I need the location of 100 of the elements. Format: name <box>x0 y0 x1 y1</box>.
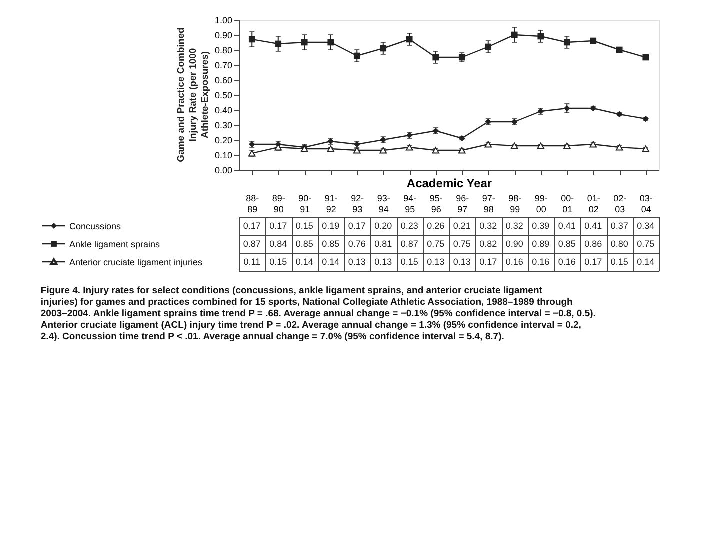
point <box>380 147 388 154</box>
point <box>538 33 544 40</box>
y-tick-label: 0.80 <box>214 46 232 56</box>
x-tick-label: 99-00 <box>534 194 548 214</box>
data-label: 0.13 <box>374 257 392 267</box>
y-tick-label: 0.00 <box>214 166 232 176</box>
data-label: 0.17 <box>270 221 288 231</box>
point <box>564 39 570 46</box>
data-label: 0.87 <box>243 239 261 249</box>
data-label: 0.16 <box>506 257 524 267</box>
data-label: 0.34 <box>637 221 655 231</box>
y-tick-label: 0.70 <box>214 60 232 70</box>
x-tick-label: 01-02 <box>587 194 600 214</box>
point <box>642 146 650 152</box>
data-label: 0.41 <box>584 221 602 231</box>
data-label: 0.80 <box>610 239 628 249</box>
point <box>301 39 308 46</box>
point <box>511 32 518 38</box>
point <box>642 54 650 61</box>
x-tick-label: 92-93 <box>351 194 364 214</box>
y-tick-label: 1.00 <box>214 16 232 26</box>
point <box>458 147 466 154</box>
data-label: 0.15 <box>296 221 314 231</box>
x-axis-title: Academic Year <box>406 176 492 190</box>
point <box>406 36 413 43</box>
y-tick-label: 0.10 <box>214 150 232 160</box>
point <box>328 39 334 46</box>
point <box>353 147 361 154</box>
x-tick-label: 89-90 <box>272 194 286 214</box>
x-tick-label: 88-89 <box>246 194 260 214</box>
data-label: 0.15 <box>270 257 288 267</box>
x-tick-label: 03-04 <box>640 194 653 214</box>
data-label: 0.81 <box>374 239 392 249</box>
data-label: 0.16 <box>558 257 576 267</box>
data-label: 0.15 <box>400 257 418 267</box>
data-label: 0.90 <box>506 239 524 249</box>
data-label: 0.84 <box>270 239 288 249</box>
x-tick-label: 91-92 <box>324 194 338 214</box>
point <box>275 40 282 48</box>
point <box>248 36 256 43</box>
data-label: 0.15 <box>610 257 628 267</box>
point <box>484 141 492 148</box>
data-label: 0.89 <box>532 239 550 249</box>
legend-label: Concussions <box>70 222 122 232</box>
point <box>537 142 545 150</box>
x-tick-label: 02-03 <box>614 194 627 214</box>
data-label: 0.26 <box>427 221 445 231</box>
x-tick-label: 96-97 <box>456 194 470 214</box>
data-label: 0.37 <box>610 221 628 231</box>
data-label: 0.14 <box>637 257 655 267</box>
data-label: 0.75 <box>427 239 445 249</box>
x-tick-label: 97-98 <box>482 194 496 214</box>
data-label: 0.32 <box>480 221 498 231</box>
data-label: 0.13 <box>348 257 366 267</box>
data-label: 0.17 <box>348 221 366 231</box>
y-tick-label: 0.20 <box>214 136 232 146</box>
point <box>563 142 571 150</box>
data-label: 0.75 <box>453 239 471 249</box>
point <box>510 142 518 150</box>
data-label: 0.13 <box>453 257 471 267</box>
data-label: 0.20 <box>374 221 392 231</box>
data-label: 0.85 <box>322 239 340 249</box>
point <box>406 144 414 151</box>
y-tick-label: 0.60 <box>214 76 232 86</box>
data-label: 0.87 <box>400 239 418 249</box>
data-label: 0.32 <box>506 221 524 231</box>
data-label: 0.85 <box>296 239 314 249</box>
data-label: 0.17 <box>584 257 602 267</box>
data-label: 0.13 <box>427 257 445 267</box>
data-label: 0.14 <box>296 257 314 267</box>
x-tick-label: 93-94 <box>377 194 390 214</box>
point <box>432 147 440 154</box>
legend-label: Anterior cruciate ligament injuries <box>70 258 204 268</box>
data-label: 0.75 <box>637 239 655 249</box>
x-tick-label: 98-99 <box>508 194 522 214</box>
y-tick-label: 0.40 <box>214 106 232 116</box>
x-tick-label: 94-95 <box>404 194 417 214</box>
data-label: 0.85 <box>558 239 576 249</box>
point <box>432 54 440 61</box>
data-label: 0.11 <box>244 257 261 267</box>
x-tick-label: 90-91 <box>298 194 312 214</box>
data-label: 0.82 <box>480 239 498 249</box>
data-label: 0.14 <box>322 257 340 267</box>
y-tick-label: 0.90 <box>214 30 232 40</box>
y-tick-label: 0.30 <box>214 120 232 130</box>
data-label: 0.23 <box>400 221 418 231</box>
data-label: 0.17 <box>243 221 261 231</box>
x-tick-label: 00-01 <box>561 194 574 214</box>
data-label: 0.86 <box>584 239 602 249</box>
point <box>380 45 387 52</box>
point <box>485 44 492 50</box>
data-label: 0.16 <box>532 257 550 267</box>
caption: Figure 4. Injury rates for select conditions (concussions, ankle ligament sprains, and anterior cruciate ligament injuries) for games and practices combined for 15 sports, National Collegiate Athletic Association, 1988–1989 through 2003–2004. Ankle ligament sprains time trend P = .68. Average annual change = −0.1% (95% confidence interval = −0.8, 0.5). Anterior cruciate ligament (ACL) injury time trend P = .02. Average annual change = 1.3% (95% confidence interval = 0.2, 2.4). Concussion time trend P < .01. Average annual change = 7.0% (95% confidence interval = 5.4, 8.7). <box>40 286 596 342</box>
point <box>590 141 598 148</box>
point <box>616 144 624 151</box>
point <box>616 46 623 54</box>
data-label: 0.41 <box>558 221 576 231</box>
data-label: 0.39 <box>532 221 550 231</box>
data-label: 0.76 <box>348 239 366 249</box>
legend-label: Ankle ligament sprains <box>70 240 161 250</box>
